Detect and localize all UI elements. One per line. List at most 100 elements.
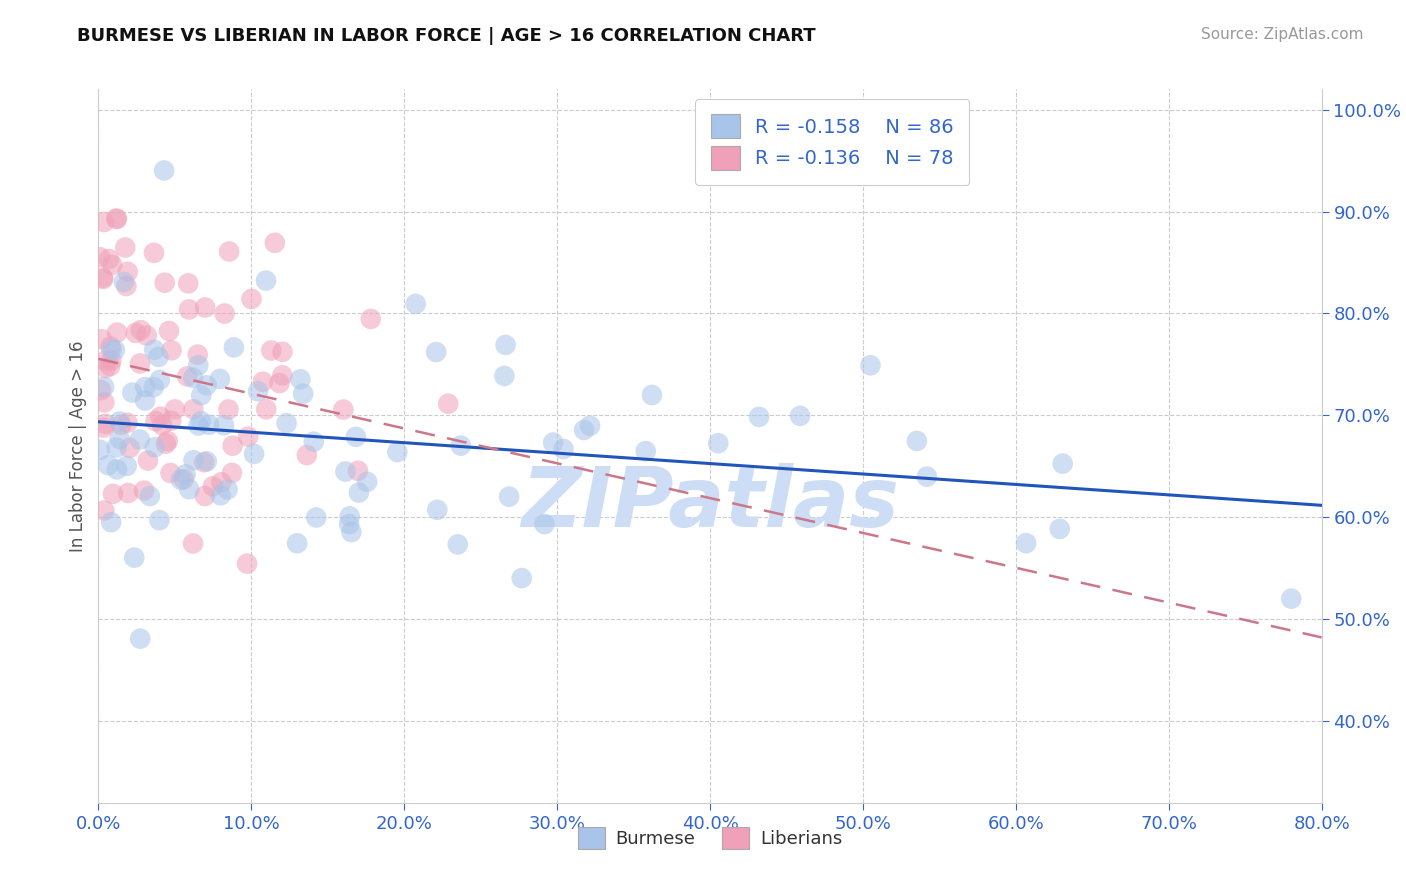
Point (198, 417, 221, 432)
Point (117, 265, 139, 279)
Point (533, 517, 555, 532)
Point (183, 453, 205, 467)
Point (93, 380, 115, 394)
Point (93, 395, 115, 409)
Point (143, 440, 166, 454)
Point (201, 479, 224, 493)
Point (305, 510, 328, 524)
Point (247, 384, 270, 399)
Point (160, 343, 183, 358)
Point (163, 402, 186, 417)
Point (344, 430, 367, 444)
Point (218, 244, 240, 259)
Point (153, 276, 176, 290)
Point (243, 447, 266, 461)
Point (269, 376, 291, 391)
Point (177, 302, 200, 317)
Point (187, 359, 209, 373)
Point (450, 439, 472, 453)
Point (134, 393, 156, 408)
Point (447, 537, 470, 551)
Point (105, 462, 128, 476)
Point (387, 445, 409, 459)
Text: ZIPatlas: ZIPatlas (522, 463, 898, 543)
Point (89, 442, 111, 457)
Point (236, 429, 259, 443)
Point (190, 414, 212, 428)
Point (356, 475, 378, 489)
Point (240, 292, 263, 306)
Text: BURMESE VS LIBERIAN IN LABOR FORCE | AGE > 16 CORRELATION CHART: BURMESE VS LIBERIAN IN LABOR FORCE | AGE… (77, 27, 815, 45)
Point (292, 386, 315, 401)
Point (222, 340, 245, 354)
Point (148, 513, 170, 527)
Point (177, 277, 200, 291)
Point (290, 372, 312, 386)
Point (89, 250, 111, 264)
Point (915, 469, 938, 483)
Point (217, 402, 239, 417)
Point (339, 509, 361, 524)
Point (100, 340, 122, 354)
Point (98, 359, 121, 373)
Point (100, 353, 122, 368)
Point (122, 550, 145, 565)
Point (159, 466, 181, 480)
Point (90, 332, 112, 346)
Point (121, 385, 143, 400)
Point (340, 524, 363, 539)
Point (157, 324, 180, 338)
Point (91, 272, 114, 286)
Point (105, 211, 128, 226)
Legend: Burmese, Liberians: Burmese, Liberians (568, 818, 852, 858)
Point (553, 442, 575, 456)
Point (132, 483, 155, 498)
Point (1049, 522, 1071, 536)
Point (156, 434, 179, 448)
Point (98, 252, 121, 266)
Point (252, 375, 274, 389)
Point (190, 388, 212, 402)
Point (541, 435, 564, 450)
Point (572, 423, 595, 437)
Point (1015, 536, 1038, 550)
Point (129, 632, 152, 646)
Point (276, 416, 298, 430)
Point (160, 414, 183, 428)
Point (128, 433, 150, 447)
Point (495, 338, 517, 352)
Point (260, 343, 283, 358)
Point (437, 397, 460, 411)
Point (254, 274, 277, 288)
Point (347, 485, 370, 500)
Point (93, 503, 115, 517)
Point (173, 472, 195, 486)
Y-axis label: In Labor Force | Age > 16: In Labor Force | Age > 16 (69, 340, 87, 552)
Point (104, 343, 127, 357)
Point (302, 434, 325, 449)
Point (335, 465, 357, 479)
Point (150, 417, 173, 432)
Point (425, 345, 447, 359)
Point (97, 458, 120, 472)
Point (139, 489, 162, 503)
Point (332, 402, 354, 417)
Point (136, 453, 159, 467)
Point (209, 475, 232, 490)
Point (149, 409, 172, 424)
Point (748, 409, 770, 424)
Point (117, 486, 139, 500)
Point (129, 356, 152, 370)
Point (1279, 591, 1302, 606)
Point (134, 380, 156, 394)
Point (170, 473, 193, 487)
Point (155, 436, 177, 450)
Point (174, 467, 197, 482)
Point (105, 326, 128, 340)
Point (94, 361, 117, 376)
Text: Source: ZipAtlas.com: Source: ZipAtlas.com (1201, 27, 1364, 42)
Point (108, 415, 131, 429)
Point (494, 368, 516, 383)
Point (212, 418, 235, 433)
Point (142, 380, 165, 394)
